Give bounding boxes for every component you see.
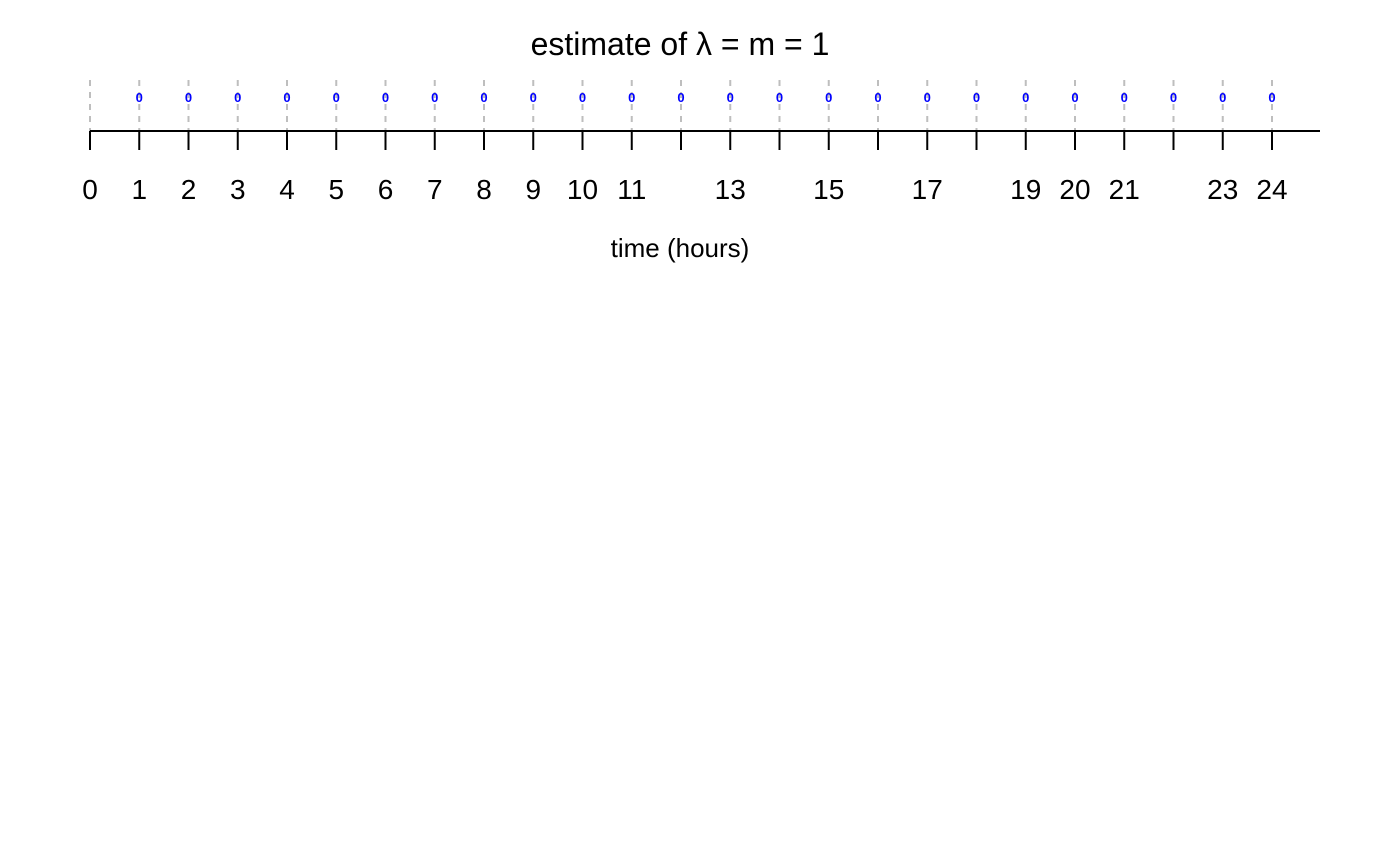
event-marker: 0 [283, 90, 290, 105]
x-tick-label: 21 [1109, 174, 1140, 205]
x-tick-label: 19 [1010, 174, 1041, 205]
x-tick-label: 10 [567, 174, 598, 205]
x-tick-label: 3 [230, 174, 246, 205]
x-tick-label: 2 [181, 174, 197, 205]
x-tick-label: 13 [715, 174, 746, 205]
gridlines [89, 80, 1273, 131]
x-tick-label: 20 [1059, 174, 1090, 205]
x-tick-label: 17 [912, 174, 943, 205]
x-tick-label: 23 [1207, 174, 1238, 205]
x-tick-label: 5 [328, 174, 344, 205]
x-tick-label: 1 [131, 174, 147, 205]
event-marker: 0 [185, 90, 192, 105]
x-tick-label: 11 [617, 174, 646, 205]
x-tick-label: 24 [1256, 174, 1287, 205]
event-marker: 0 [1268, 90, 1275, 105]
event-marker: 0 [1022, 90, 1029, 105]
event-marker: 0 [579, 90, 586, 105]
event-marker: 0 [1121, 90, 1128, 105]
x-tick-label: 0 [82, 174, 98, 205]
x-axis-ticks [89, 131, 1273, 150]
x-axis-label: time (hours) [611, 233, 750, 263]
x-tick-label: 9 [525, 174, 541, 205]
event-marker: 0 [924, 90, 931, 105]
event-marker: 0 [825, 90, 832, 105]
x-tick-label: 4 [279, 174, 295, 205]
event-markers: 0 0 0 0 0 0 0 0 0 0 0 0 0 0 0 0 0 0 0 0 0 0 0 0 [136, 90, 1276, 105]
event-marker: 0 [480, 90, 487, 105]
event-marker: 0 [776, 90, 783, 105]
event-marker: 0 [973, 90, 980, 105]
event-marker: 0 [628, 90, 635, 105]
event-marker: 0 [530, 90, 537, 105]
chart-title: estimate of λ = m = 1 [531, 26, 830, 62]
event-marker: 0 [727, 90, 734, 105]
event-marker: 0 [1071, 90, 1078, 105]
x-axis-tick-labels: 0 1 2 3 4 5 6 7 8 9 10 11 13 15 17 19 20 21 23 24 [82, 174, 1287, 205]
x-tick-label: 8 [476, 174, 492, 205]
event-marker: 0 [382, 90, 389, 105]
event-marker: 0 [234, 90, 241, 105]
event-marker: 0 [1219, 90, 1226, 105]
event-marker: 0 [136, 90, 143, 105]
x-tick-label: 6 [378, 174, 394, 205]
event-marker: 0 [1170, 90, 1177, 105]
event-marker: 0 [431, 90, 438, 105]
event-marker: 0 [874, 90, 881, 105]
x-tick-label: 15 [813, 174, 844, 205]
x-tick-label: 7 [427, 174, 443, 205]
event-marker: 0 [677, 90, 684, 105]
event-marker: 0 [333, 90, 340, 105]
